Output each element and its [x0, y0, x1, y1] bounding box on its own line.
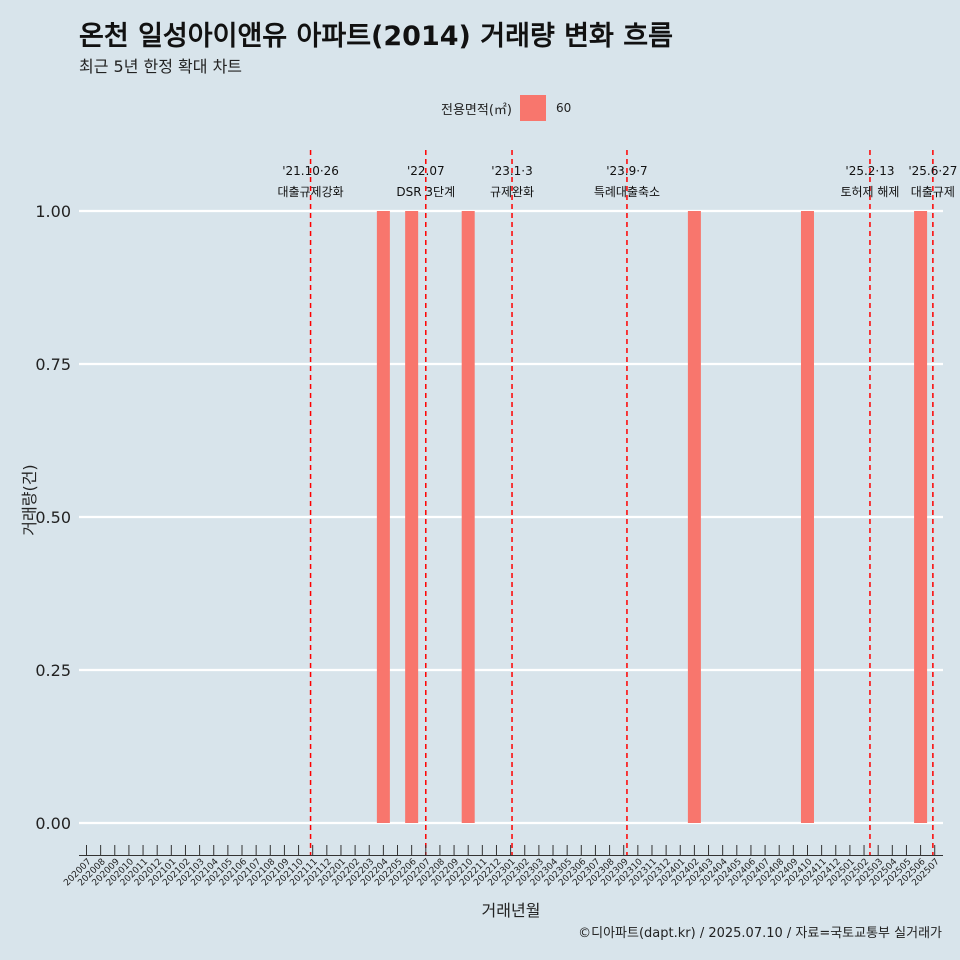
legend-label: 60 [555, 101, 572, 115]
y-tick-label: 0.25 [35, 661, 71, 680]
event-label: DSR 3단계 [396, 185, 455, 199]
event-label: 대출규제 [911, 185, 955, 199]
chart-subtitle: 최근 5년 한정 확대 차트 [79, 57, 243, 76]
event-date: '21.10·26 [282, 164, 339, 178]
bar-202410 [800, 211, 814, 823]
y-tick-label: 1.00 [35, 202, 71, 221]
chart-title: 온천 일성아이앤유 아파트(2014) 거래량 변화 흐름 [79, 21, 673, 52]
event-label: 대출규제강화 [277, 185, 343, 199]
event-date: '25.2·13 [845, 164, 894, 178]
y-tick-label: 0.00 [35, 814, 71, 833]
bar-202206 [405, 211, 419, 823]
event-date: '25.6·27 [908, 164, 957, 178]
y-axis-label: 거래량(건) [20, 464, 39, 536]
event-label: 규제완화 [490, 185, 534, 199]
bar-202204 [376, 211, 390, 823]
y-tick-label: 0.75 [35, 355, 71, 374]
bar-202402 [687, 211, 701, 823]
event-label: 특례대출축소 [594, 185, 660, 199]
event-date: '22.07 [407, 164, 445, 178]
event-date: '23.9·7 [606, 164, 647, 178]
y-tick-label: 0.50 [35, 508, 71, 527]
event-label: 토허제 해제 [840, 185, 899, 199]
x-axis-label: 거래년월 [481, 901, 541, 920]
caption: ©디아파트(dapt.kr) / 2025.07.10 / 자료=국토교통부 실… [578, 926, 942, 941]
legend-key [519, 95, 546, 121]
legend: 전용면적(㎡) 60 [441, 94, 571, 122]
bar-202210 [461, 211, 475, 823]
legend-title: 전용면적(㎡) [441, 102, 512, 118]
event-date: '23.1·3 [491, 164, 532, 178]
bar-202506 [914, 211, 928, 823]
